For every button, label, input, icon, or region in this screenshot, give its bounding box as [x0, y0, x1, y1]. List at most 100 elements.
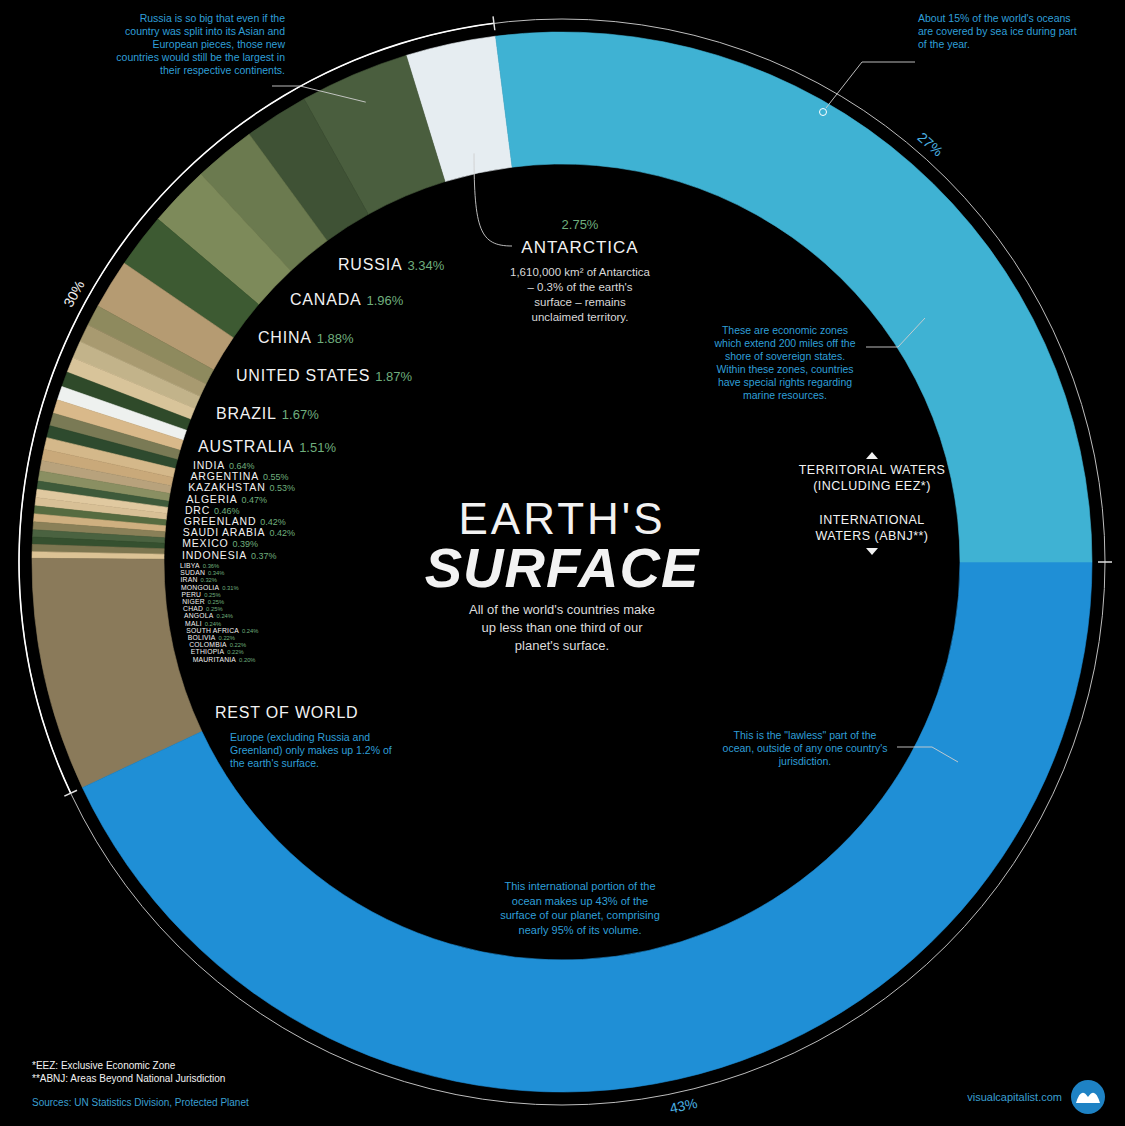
annotation-line: marine resources.	[743, 389, 827, 401]
annotation-line: This is the "lawless" part of the	[734, 729, 877, 741]
country-value: 0.20%	[239, 657, 255, 663]
country-labels: RUSSIA3.34%CANADA1.96%CHINA1.88%UNITED S…	[180, 256, 445, 721]
country-label: REST OF WORLD	[215, 704, 358, 721]
country-value: 0.24%	[205, 621, 221, 627]
country-name: MAURITANIA	[193, 656, 237, 663]
leader	[272, 86, 366, 102]
country-label: SUDAN0.34%	[180, 569, 224, 576]
country-label: PERU0.25%	[182, 591, 221, 598]
subtitle: All of the world's countries makeup less…	[469, 602, 655, 653]
country-label: SAUDI ARABIA0.42%	[183, 526, 295, 538]
country-name: MALI	[185, 620, 202, 627]
annotation-line: About 15% of the world's oceans	[918, 12, 1071, 24]
country-label: AUSTRALIA1.51%	[198, 438, 336, 455]
country-value: 0.36%	[203, 563, 219, 569]
country-value: 0.42%	[269, 528, 295, 538]
slice	[82, 562, 1092, 1092]
footnote: **ABNJ: Areas Beyond National Jurisdicti…	[32, 1073, 225, 1084]
country-name: ALGERIA	[186, 493, 237, 505]
country-value: 0.25%	[206, 606, 222, 612]
annotation-line: European pieces, those new	[152, 38, 285, 50]
subtitle-line: All of the world's countries make	[469, 602, 655, 617]
country-label: GREENLAND0.42%	[184, 515, 286, 527]
land-bracket	[18, 22, 494, 793]
annotation-line: have special rights regarding	[718, 376, 852, 388]
country-label: ETHIOPIA0.22%	[191, 648, 244, 655]
outer-ring	[18, 16, 1112, 1105]
annotation-line: ocean makes up 43% of the	[512, 895, 648, 907]
antarctica-note-line: 1,610,000 km² of Antarctica	[510, 266, 651, 278]
water-boundary-tick	[1098, 561, 1112, 563]
subtitle-line: planet's surface.	[515, 638, 609, 653]
annotation-line: Within these zones, countries	[716, 363, 853, 375]
antarctica-label: ANTARCTICA	[521, 238, 638, 257]
country-label: ANGOLA0.24%	[184, 612, 233, 619]
country-value: 0.22%	[227, 649, 243, 655]
country-label: ARGENTINA 0.55%	[190, 470, 288, 482]
annotation: Russia is so big that even if thecountry…	[116, 12, 285, 76]
leader	[474, 153, 512, 246]
country-value: 0.32%	[201, 577, 217, 583]
country-value: 0.31%	[222, 585, 238, 591]
water-label-line: (INCLUDING EEZ*)	[813, 479, 931, 493]
country-value: 1.96%	[366, 293, 403, 308]
chart: 30%43%27%RUSSIA3.34%CANADA1.96%CHINA1.88…	[0, 0, 1125, 1126]
annotation-line: nearly 95% of its volume.	[519, 924, 642, 936]
country-value: 0.22%	[219, 635, 235, 641]
country-label: INDIA0.64%	[193, 459, 255, 471]
title: SURFACE	[425, 536, 700, 599]
country-label: BRAZIL1.67%	[216, 405, 319, 422]
country-label: UNITED STATES1.87%	[236, 367, 413, 384]
country-label: MALI0.24%	[185, 620, 221, 627]
country-name: MONGOLIA	[181, 584, 219, 591]
ring-label: 27%	[915, 129, 947, 160]
country-name: COLOMBIA	[189, 641, 227, 648]
country-name: MEXICO	[182, 537, 228, 549]
country-label: DRC0.46%	[185, 504, 240, 516]
annotation-line: Russia is so big that even if the	[140, 12, 285, 24]
country-name: REST OF WORLD	[215, 704, 358, 721]
annotation: About 15% of the world's oceansare cover…	[918, 12, 1077, 50]
country-name: ANGOLA	[184, 612, 214, 619]
country-label: MEXICO0.39%	[182, 537, 258, 549]
ring	[32, 32, 1092, 1092]
country-name: PERU	[182, 591, 202, 598]
country-label: SOUTH AFRICA0.24%	[186, 627, 258, 634]
country-value: 1.51%	[299, 440, 336, 455]
country-value: 3.34%	[407, 258, 444, 273]
ring-label: 43%	[668, 1095, 699, 1117]
credit: visualcapitalist.com	[967, 1091, 1062, 1103]
country-name: INDONESIA	[182, 549, 247, 561]
country-label: RUSSIA3.34%	[338, 256, 445, 273]
annotation: This is the "lawless" part of theocean, …	[723, 729, 888, 767]
country-value: 0.55%	[263, 472, 289, 482]
annotation: Europe (excluding Russia andGreenland) o…	[230, 731, 392, 769]
annotation-line: surface of our planet, comprising	[500, 909, 660, 921]
antarctica-value: 2.75%	[562, 217, 599, 232]
country-label: CANADA1.96%	[290, 291, 404, 308]
country-value: 0.22%	[230, 642, 246, 648]
country-label: COLOMBIA0.22%	[189, 641, 246, 648]
country-name: IRAN	[181, 576, 198, 583]
country-value: 1.87%	[375, 369, 412, 384]
annotation: These are economic zoneswhich extend 200…	[713, 324, 855, 401]
water-label: INTERNATIONALWATERS (ABNJ**)	[815, 513, 928, 543]
arrow-up	[866, 452, 878, 459]
country-name: NIGER	[182, 598, 205, 605]
leader	[866, 318, 925, 347]
water-label-line: INTERNATIONAL	[819, 513, 925, 527]
outer-circle	[19, 19, 1105, 1105]
country-name: ARGENTINA	[190, 470, 258, 482]
annotation-line: ocean, outside of any one country's	[723, 742, 888, 754]
leader	[826, 62, 915, 108]
country-label: MONGOLIA0.31%	[181, 584, 239, 591]
country-label: MAURITANIA0.20%	[193, 656, 256, 663]
country-name: BRAZIL	[216, 405, 277, 422]
country-name: GREENLAND	[184, 515, 257, 527]
logo-mark	[1076, 1093, 1100, 1103]
annotation-line: which extend 200 miles off the	[713, 337, 855, 349]
annotation-line: jurisdiction.	[778, 755, 832, 767]
annotation-line: their respective continents.	[160, 64, 285, 76]
annotation-line: Europe (excluding Russia and	[230, 731, 370, 743]
annotation-line: shore of sovereign states.	[725, 350, 845, 362]
